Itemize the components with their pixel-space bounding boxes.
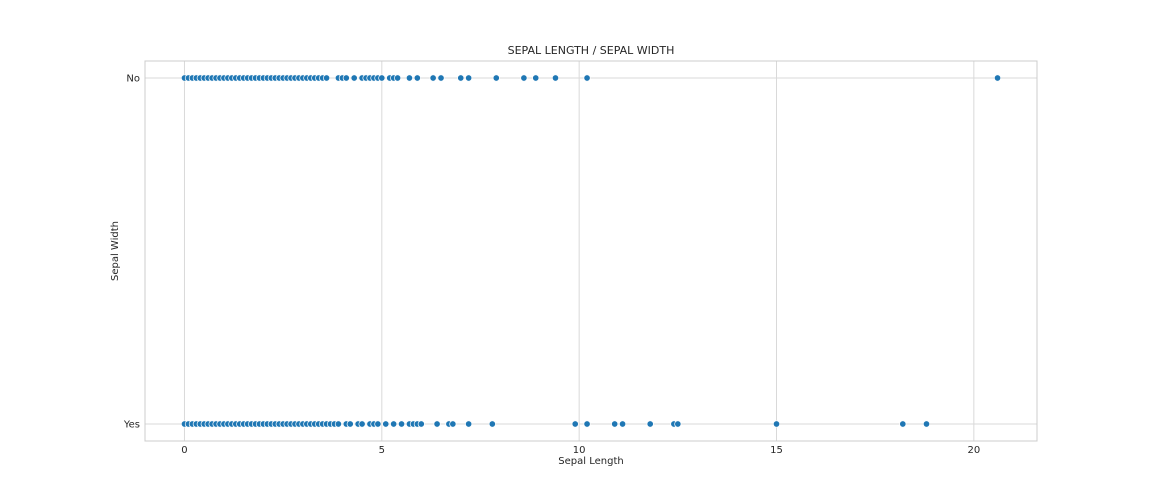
- data-point: [378, 74, 386, 82]
- data-point: [551, 74, 560, 82]
- data-point: [619, 420, 627, 428]
- data-point: [488, 420, 496, 428]
- data-point: [405, 74, 413, 82]
- x-axis-label: Sepal Length: [558, 456, 623, 467]
- data-point: [417, 420, 425, 428]
- data-point: [346, 420, 354, 428]
- data-point: [583, 74, 591, 82]
- data-point: [342, 74, 350, 82]
- x-tick-label: 5: [379, 445, 385, 456]
- chart-title: SEPAL LENGTH / SEPAL WIDTH: [508, 44, 675, 57]
- y-tick-label: No: [126, 74, 140, 85]
- data-point: [532, 74, 540, 82]
- data-point: [429, 74, 437, 82]
- data-point: [465, 74, 473, 82]
- data-point: [899, 420, 907, 428]
- data-point: [457, 74, 465, 82]
- data-point: [922, 420, 931, 428]
- data-point: [397, 420, 406, 428]
- data-point: [394, 74, 402, 82]
- data-point: [674, 420, 682, 428]
- x-tick-labels: 0 5 10 15 20: [181, 445, 980, 456]
- data-point: [571, 420, 579, 428]
- x-tick-label: 10: [573, 445, 586, 456]
- x-tick-label: 20: [967, 445, 980, 456]
- data-point: [611, 420, 619, 428]
- x-tick-label: 15: [770, 445, 783, 456]
- data-point: [646, 420, 654, 428]
- data-point: [323, 74, 331, 82]
- data-point: [413, 74, 421, 82]
- data-point: [520, 74, 528, 82]
- data-point: [583, 420, 591, 428]
- grid-lines: [145, 61, 1037, 441]
- data-point: [492, 74, 500, 82]
- data-point: [437, 74, 445, 82]
- data-point: [390, 420, 398, 428]
- data-point: [449, 420, 457, 428]
- data-point: [993, 74, 1002, 82]
- y-axis-label: Sepal Width: [110, 221, 121, 281]
- data-point: [334, 420, 342, 428]
- plot-area-frame: [144, 60, 1038, 442]
- data-point: [772, 420, 781, 428]
- y-tick-label: Yes: [123, 420, 140, 431]
- y-tick-labels: No Yes: [123, 74, 140, 431]
- scatter-points: [180, 74, 1002, 428]
- x-tick-label: 0: [181, 445, 187, 456]
- data-point: [350, 74, 358, 82]
- data-point: [358, 420, 366, 428]
- data-point: [433, 420, 441, 428]
- data-point: [382, 420, 390, 428]
- data-point: [465, 420, 473, 428]
- data-point: [374, 420, 382, 428]
